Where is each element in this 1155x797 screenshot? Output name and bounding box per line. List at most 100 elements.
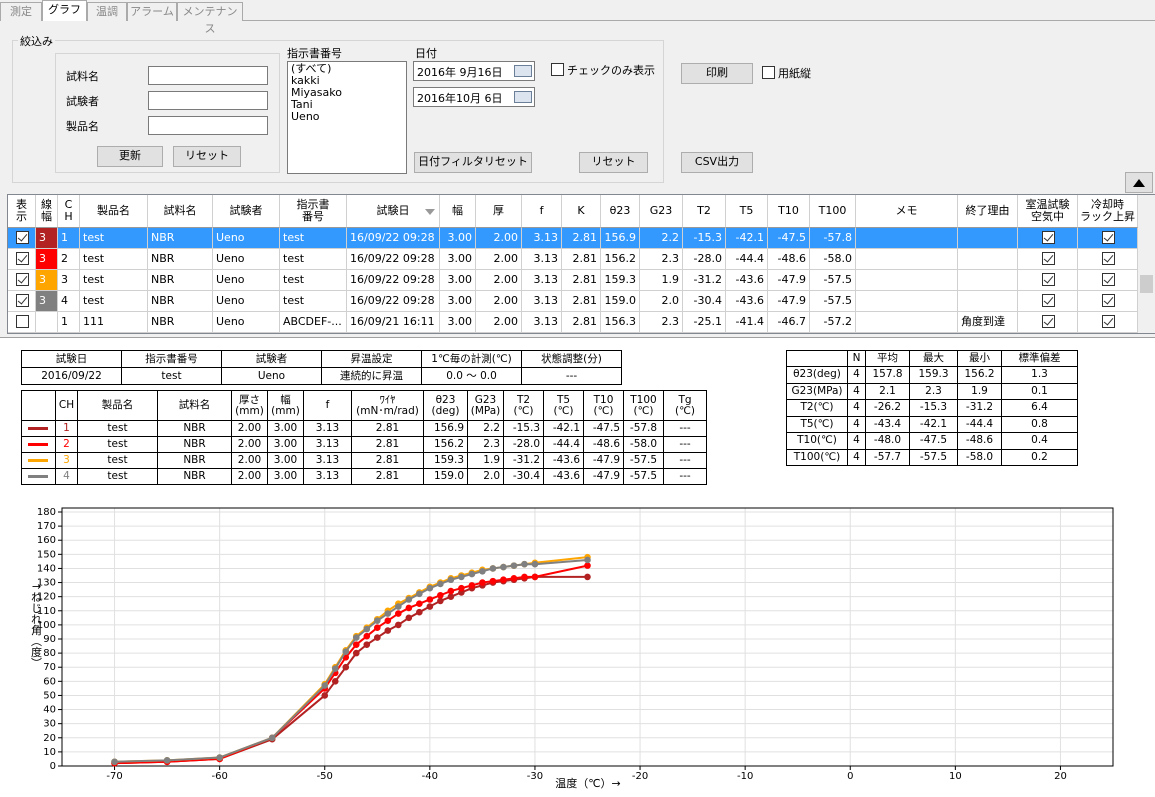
grid-cell[interactable]: 角度到達 [958,312,1018,333]
calendar-button[interactable] [514,65,532,77]
checkbox[interactable] [15,273,29,286]
grid-cell[interactable]: 3 [58,270,80,291]
grid-cell[interactable]: -43.6 [726,291,768,312]
grid-cell[interactable]: -47.9 [768,270,810,291]
grid-cell[interactable]: 2.00 [476,312,522,333]
list-item[interactable]: Tani [291,98,313,111]
grid-cell[interactable]: -15.3 [683,228,726,249]
scroll-thumb[interactable] [1140,275,1153,293]
column-header[interactable]: 厚 [476,195,522,228]
grid-cell[interactable]: test [280,291,347,312]
grid-cell[interactable]: 3.13 [522,228,562,249]
tab[interactable]: メンテナンス [177,2,243,35]
column-header[interactable]: 試験者 [213,195,280,228]
grid-cell[interactable]: -47.5 [768,228,810,249]
grid-cell[interactable]: 3.13 [522,291,562,312]
grid-cell[interactable]: 16/09/22 09:28 [347,249,440,270]
grid-cell[interactable]: 3.13 [522,270,562,291]
checkbox[interactable] [15,315,29,328]
grid-cell[interactable]: -44.4 [726,249,768,270]
grid-cell[interactable]: NBR [148,249,213,270]
date-filter-reset-button[interactable]: 日付フィルタリセット [414,152,532,173]
grid-cell[interactable]: 3.13 [522,249,562,270]
grid-cell[interactable]: 3.00 [440,249,476,270]
column-header[interactable]: 製品名 [80,195,148,228]
grid-cell[interactable]: 159.0 [601,291,640,312]
column-header[interactable]: G23 [640,195,683,228]
grid-cell[interactable]: Ueno [213,291,280,312]
tab[interactable]: 測定 [0,2,42,21]
grid-cell[interactable]: -28.0 [683,249,726,270]
grid-cell[interactable]: 2.00 [476,249,522,270]
grid-cell[interactable]: Ueno [213,249,280,270]
grid-cell[interactable]: test [280,270,347,291]
grid-cell[interactable]: 2.0 [640,291,683,312]
checkbox[interactable] [1101,231,1115,244]
column-header[interactable]: K [562,195,601,228]
checkbox[interactable] [1041,252,1055,265]
grid-cell[interactable]: 16/09/22 09:28 [347,270,440,291]
checkbox[interactable] [1101,294,1115,307]
grid-cell[interactable]: -46.7 [768,312,810,333]
grid-cell[interactable]: NBR [148,312,213,333]
grid-cell[interactable]: test [80,270,148,291]
list-item[interactable]: Ueno [291,110,320,123]
grid-cell[interactable]: -31.2 [683,270,726,291]
grid-cell[interactable]: 1 [58,228,80,249]
text-input[interactable] [148,66,268,85]
grid-cell[interactable]: 3.00 [440,228,476,249]
grid-cell[interactable]: Ueno [213,312,280,333]
checkbox[interactable] [15,294,29,307]
collapse-button[interactable] [1125,172,1153,193]
grid-cell[interactable]: 3 [36,249,58,270]
grid-cell[interactable]: 3.00 [440,291,476,312]
checkbox[interactable] [15,231,29,244]
grid-cell[interactable]: -47.9 [768,291,810,312]
grid-cell[interactable]: 2.81 [562,291,601,312]
grid-cell[interactable]: test [80,228,148,249]
grid-cell[interactable]: 2.81 [562,228,601,249]
checkbox[interactable] [551,63,564,76]
grid-cell[interactable]: 2.81 [562,270,601,291]
column-header[interactable]: T100 [810,195,856,228]
tab[interactable]: グラフ [42,0,87,21]
grid-cell[interactable]: 2.3 [640,249,683,270]
scrollbar[interactable] [1138,195,1155,333]
column-header[interactable]: メモ [856,195,958,228]
grid-cell[interactable]: -43.6 [726,270,768,291]
grid-cell[interactable]: test [80,249,148,270]
column-header[interactable]: 指示書 番号 [280,195,347,228]
checkbox[interactable] [1101,273,1115,286]
grid-cell[interactable]: test [80,291,148,312]
checkbox[interactable] [1041,231,1055,244]
grid-cell[interactable]: -58.0 [810,249,856,270]
grid-cell[interactable]: -57.8 [810,228,856,249]
text-input[interactable] [148,91,268,110]
column-header[interactable]: f [522,195,562,228]
grid-cell[interactable]: test [280,228,347,249]
update-button[interactable]: 更新 [97,146,163,167]
grid-cell[interactable]: 2.00 [476,270,522,291]
grid-cell[interactable]: ABCDEF-... [280,312,347,333]
column-header[interactable]: C H [58,195,80,228]
column-header[interactable]: 試験日 [347,195,440,228]
column-header[interactable]: 幅 [440,195,476,228]
grid-cell[interactable]: 156.3 [601,312,640,333]
grid-cell[interactable]: 2.00 [476,291,522,312]
checkbox[interactable] [1041,315,1055,328]
grid-cell[interactable]: 1 [58,312,80,333]
checkbox[interactable] [1101,315,1115,328]
grid-cell[interactable]: 156.2 [601,249,640,270]
grid-cell[interactable]: 16/09/21 16:11 [347,312,440,333]
print-button[interactable]: 印刷 [681,63,753,84]
grid-cell[interactable]: 111 [80,312,148,333]
grid-cell[interactable]: -25.1 [683,312,726,333]
grid-cell[interactable]: -57.5 [810,270,856,291]
checkbox[interactable] [15,252,29,265]
grid-cell[interactable]: 2.81 [562,312,601,333]
grid-cell[interactable]: 3 [36,228,58,249]
tab[interactable]: 温調 [87,2,127,21]
date-picker[interactable]: 2016年10月 6日 [413,87,535,107]
checkbox[interactable] [762,66,775,79]
csv-button[interactable]: CSV出力 [681,152,753,173]
